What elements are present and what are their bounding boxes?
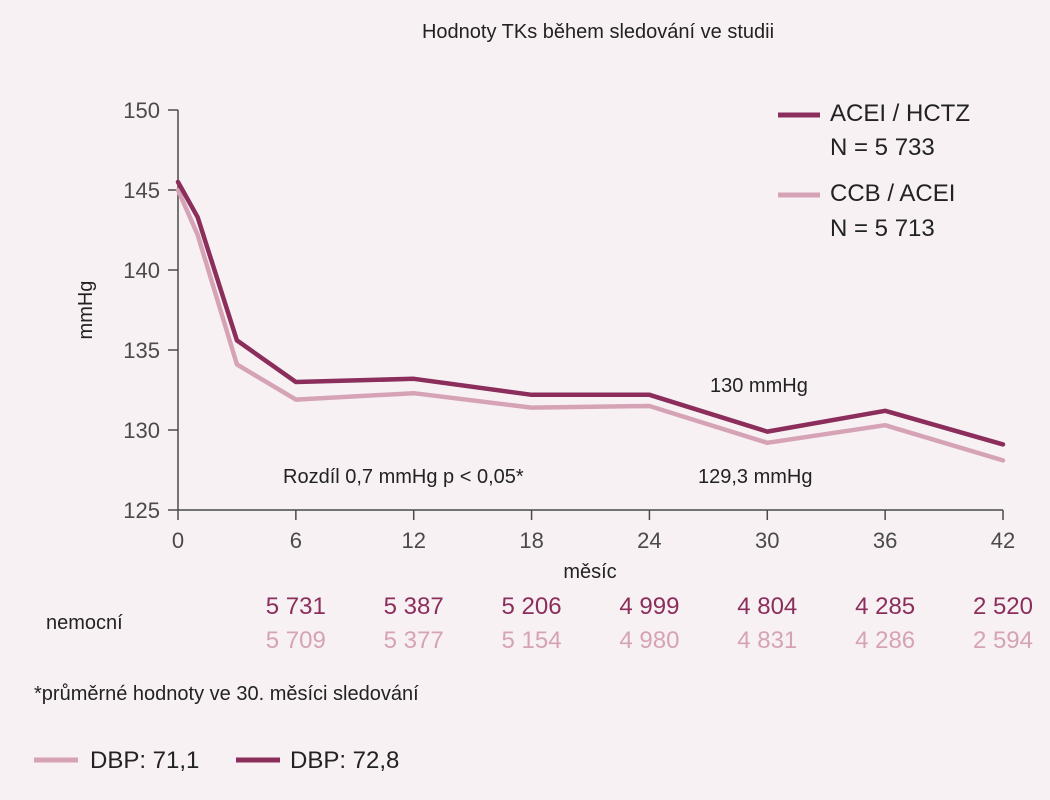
series-line-ccb-acei	[175, 187, 1006, 463]
patient-count-row2: 5 154	[502, 627, 562, 654]
chart-title: Hodnoty TKs během sledování ve studii	[422, 21, 774, 43]
x-tick-label: 0	[172, 528, 184, 553]
x-axis-label: měsíc	[563, 561, 616, 583]
legend-n-acei-hctz: N = 5 733	[830, 134, 935, 161]
footnote: *průměrné hodnoty ve 30. měsíci sledován…	[34, 683, 419, 705]
patients-label: nemocní	[46, 612, 123, 634]
axes	[177, 110, 1003, 511]
patient-count-row2: 5 709	[266, 627, 326, 654]
x-tick-label: 30	[755, 528, 779, 553]
y-tick-label: 150	[123, 98, 160, 123]
patient-count-row2: 2 594	[973, 627, 1033, 654]
y-tick-label: 135	[123, 338, 160, 363]
annotations: 130 mmHg 129,3 mmHg Rozdíl 0,7 mmHg p < …	[283, 375, 813, 488]
annotation-130: 130 mmHg	[710, 375, 808, 397]
patient-count-row1: 4 285	[855, 593, 915, 620]
y-ticks: 125 130 135 140 145 150	[123, 98, 178, 523]
patient-count-row1: 5 731	[266, 593, 326, 620]
series-layer	[175, 179, 1006, 463]
y-tick-label: 125	[123, 498, 160, 523]
legend: ACEI / HCTZ N = 5 733 CCB / ACEI N = 5 7…	[778, 100, 970, 242]
patient-count-row2: 5 377	[384, 627, 444, 654]
y-tick-label: 140	[123, 258, 160, 283]
legend-label-ccb-acei: CCB / ACEI	[830, 180, 955, 207]
annotation-difference: Rozdíl 0,7 mmHg p < 0,05*	[283, 466, 524, 488]
dbp-legend: DBP: 71,1 DBP: 72,8	[34, 747, 399, 774]
x-tick-label: 6	[290, 528, 302, 553]
series-line-acei-hctz	[175, 179, 1006, 447]
dbp-label-ccb: DBP: 71,1	[90, 747, 199, 774]
patient-count-row1: 5 206	[502, 593, 562, 620]
patient-count-row1: 4 999	[619, 593, 679, 620]
patient-count-row1: 4 804	[737, 593, 797, 620]
y-tick-label: 130	[123, 418, 160, 443]
y-axis-label: mmHg	[75, 281, 97, 340]
patient-count-row1: 2 520	[973, 593, 1033, 620]
x-tick-label: 18	[519, 528, 543, 553]
y-tick-label: 145	[123, 178, 160, 203]
x-ticks: 0 6 12 18 24 30 36 42	[172, 510, 1015, 553]
patient-count-row2: 4 980	[619, 627, 679, 654]
x-tick-label: 12	[401, 528, 425, 553]
x-tick-label: 24	[637, 528, 661, 553]
legend-label-acei-hctz: ACEI / HCTZ	[830, 100, 970, 127]
patient-count-row2: 4 286	[855, 627, 915, 654]
legend-n-ccb-acei: N = 5 713	[830, 215, 935, 242]
patient-count-row2: 4 831	[737, 627, 797, 654]
dbp-label-acei: DBP: 72,8	[290, 747, 399, 774]
x-tick-label: 42	[991, 528, 1015, 553]
annotation-129-3: 129,3 mmHg	[698, 466, 813, 488]
patient-count-row1: 5 387	[384, 593, 444, 620]
x-tick-label: 36	[873, 528, 897, 553]
